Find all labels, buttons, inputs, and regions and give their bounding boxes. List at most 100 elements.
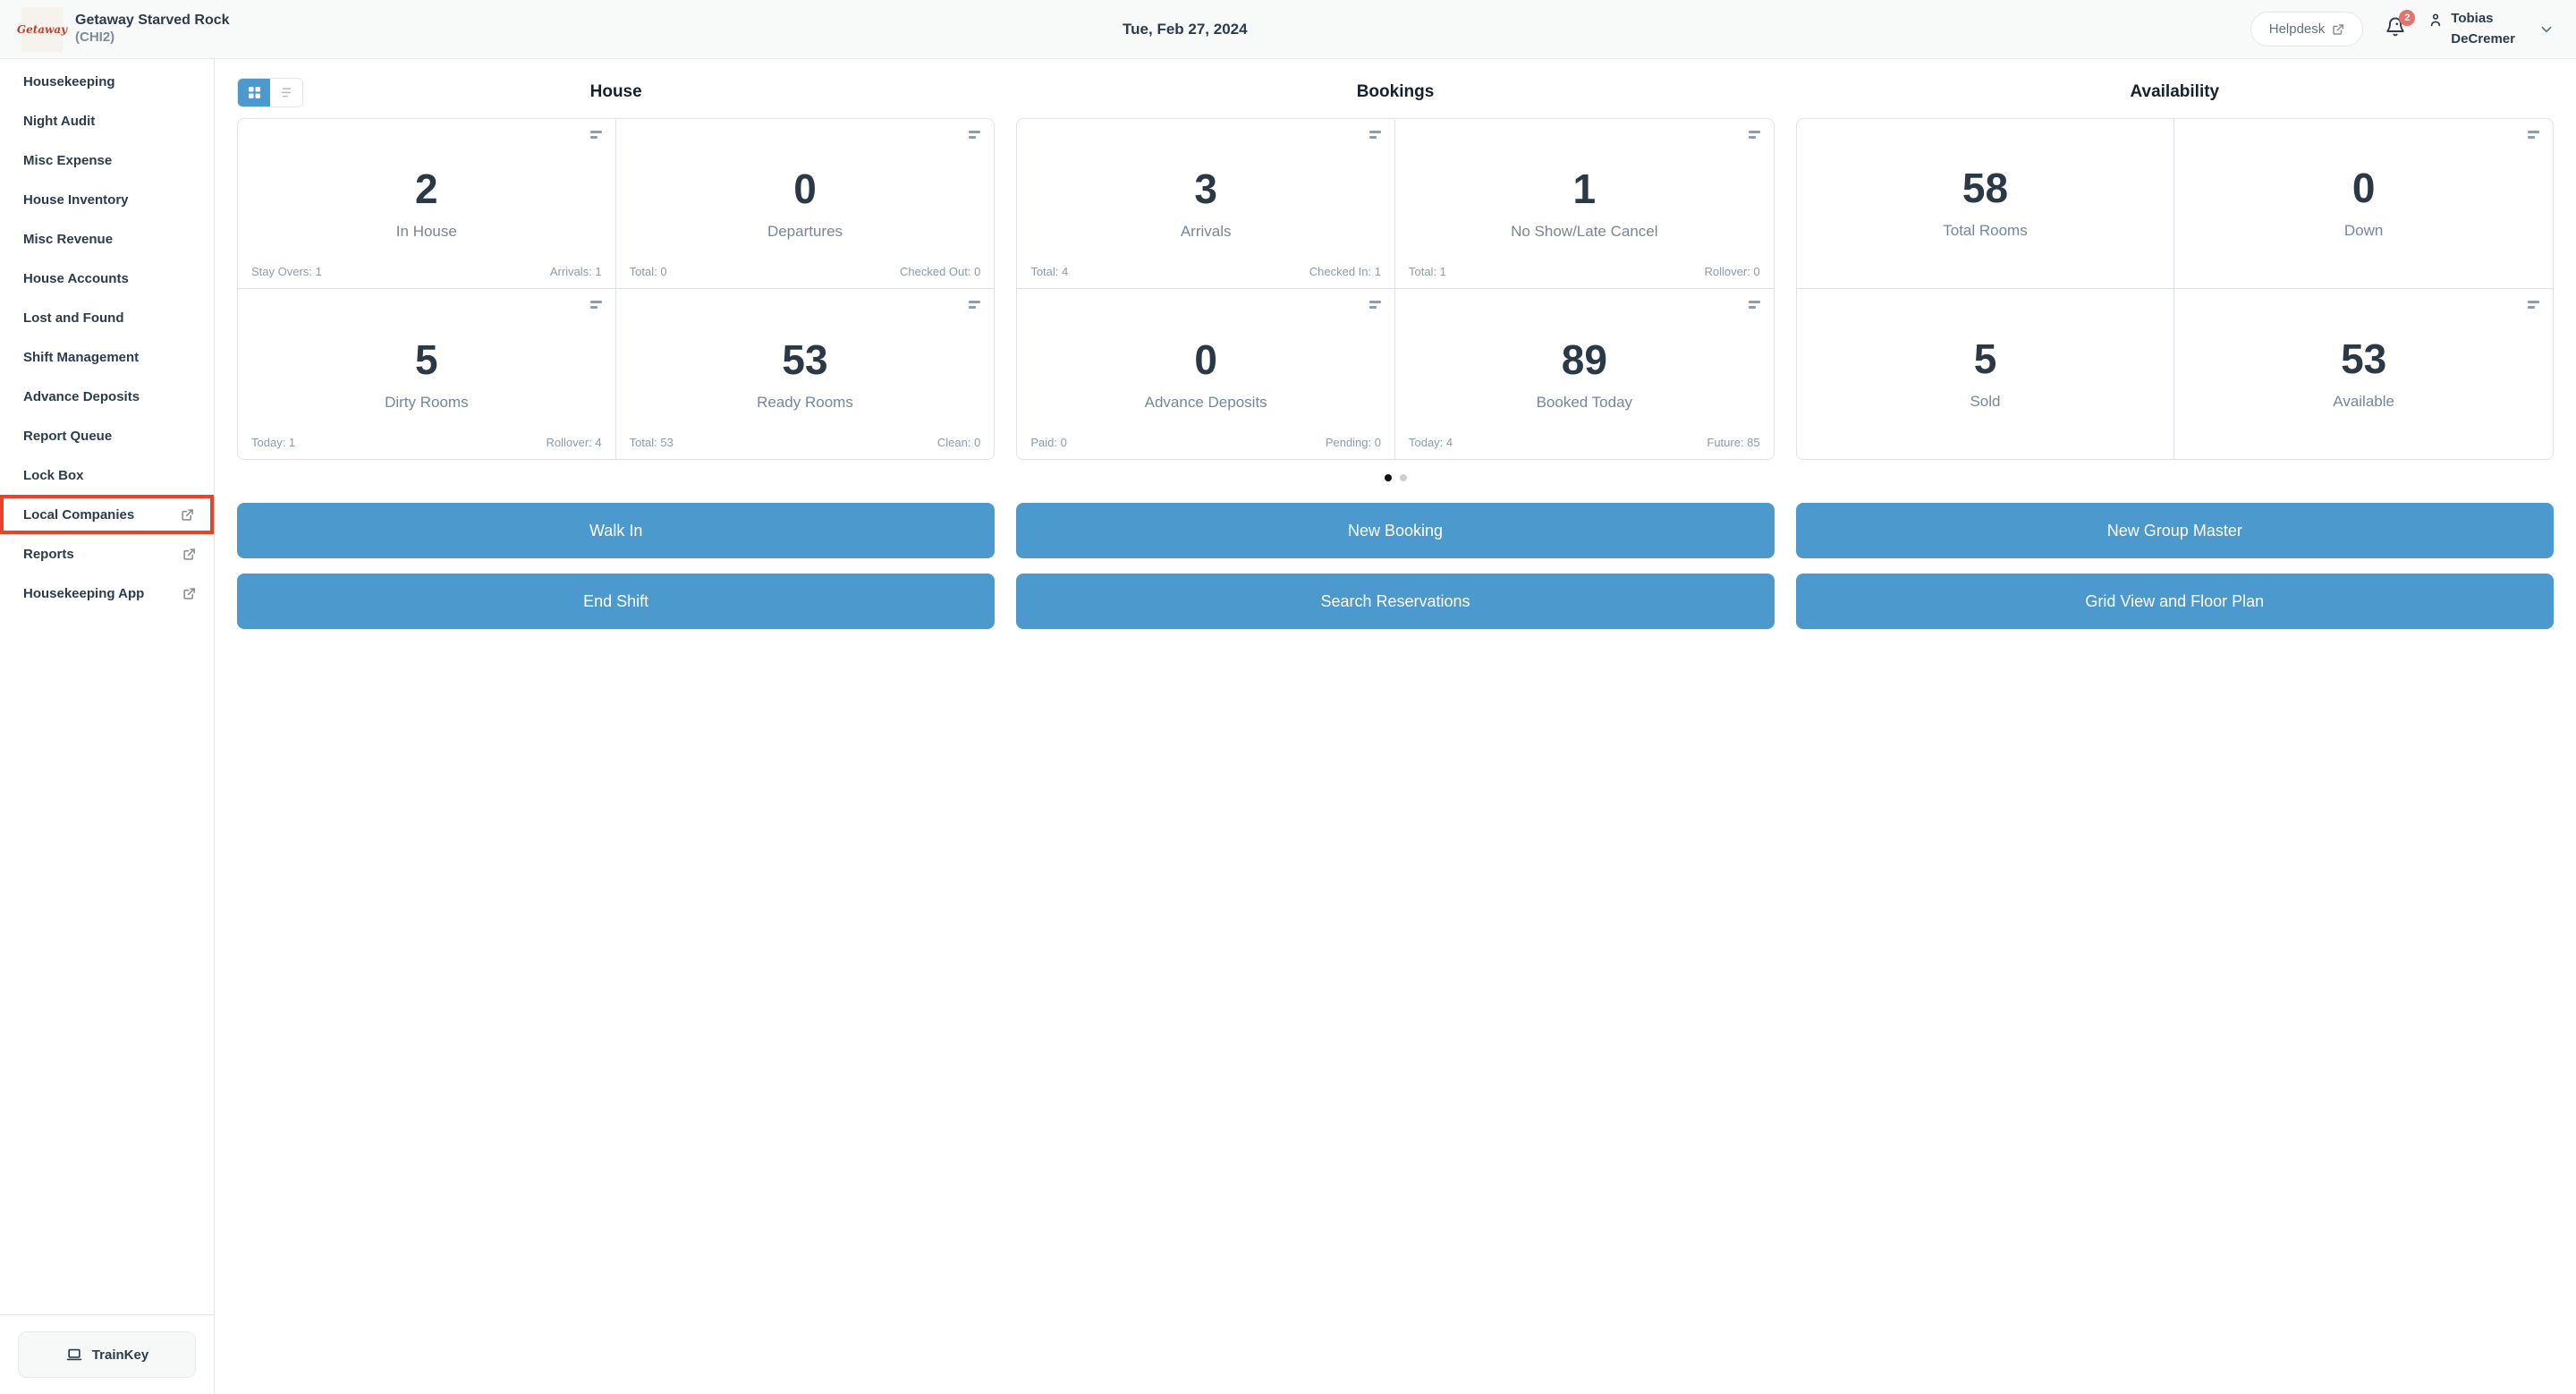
trainkey-button[interactable]: TrainKey xyxy=(18,1331,196,1378)
menu-bar xyxy=(2527,306,2535,309)
chevron-down-icon[interactable] xyxy=(2538,21,2555,38)
card-stats: Stay Overs: 1 Arrivals: 1 xyxy=(251,265,602,278)
sidebar-item-housekeeping[interactable]: Housekeeping xyxy=(0,62,214,101)
sidebar-item-house-accounts[interactable]: House Accounts xyxy=(0,259,214,298)
card-stats: Total: 0 Checked Out: 0 xyxy=(630,265,981,278)
card-value: 0 xyxy=(2351,165,2376,211)
card-label: Ready Rooms xyxy=(757,393,853,411)
card-value: 0 xyxy=(1194,336,1217,383)
stat-card-arrivals[interactable]: 3 Arrivals Total: 4 Checked In: 1 xyxy=(1017,119,1395,289)
card-menu-icon[interactable] xyxy=(1748,131,1760,139)
sidebar-item-night-audit[interactable]: Night Audit xyxy=(0,101,214,140)
menu-bar xyxy=(1748,136,1756,139)
notifications-button[interactable]: 2 xyxy=(2385,10,2416,42)
card-menu-icon[interactable] xyxy=(969,131,981,139)
sidebar-item-shift-management[interactable]: Shift Management xyxy=(0,337,214,377)
card-stat-right: Checked Out: 0 xyxy=(900,265,981,278)
grid-view-button[interactable] xyxy=(238,79,270,106)
sidebar-item-local-companies[interactable]: Local Companies xyxy=(0,495,214,534)
card-group-house: 2 In House Stay Overs: 1 Arrivals: 1 0 Depart… xyxy=(237,118,996,460)
stat-card-no-show-late-cancel[interactable]: 1 No Show/Late Cancel Total: 1 Rollover: 0 xyxy=(1394,119,1774,289)
stat-card-advance-deposits[interactable]: 0 Advance Deposits Paid: 0 Pending: 0 xyxy=(1017,289,1395,459)
stat-card-total-rooms[interactable]: 58 Total Rooms xyxy=(1796,119,2175,289)
stat-card-available[interactable]: 53 Available xyxy=(2174,289,2553,459)
menu-bar xyxy=(969,136,977,139)
stat-card-booked-today[interactable]: 89 Booked Today Today: 4 Future: 85 xyxy=(1395,289,1774,459)
card-menu-icon[interactable] xyxy=(1368,131,1381,139)
menu-bar xyxy=(969,131,981,133)
notification-badge: 2 xyxy=(2399,10,2416,26)
menu-bar xyxy=(1368,301,1381,303)
stat-card-departures[interactable]: 0 Departures Total: 0 Checked Out: 0 xyxy=(615,119,995,289)
card-label: Sold xyxy=(1970,392,2001,410)
card-value: 53 xyxy=(782,336,828,383)
card-value: 5 xyxy=(415,336,438,383)
card-menu-icon[interactable] xyxy=(2527,301,2539,309)
stat-card-in-house[interactable]: 2 In House Stay Overs: 1 Arrivals: 1 xyxy=(238,119,616,289)
card-group-availability: 58 Total Rooms 0 Down 5 Sold 53 Available xyxy=(1795,118,2554,460)
action-button-grid-view-and-floor-plan[interactable]: Grid View and Floor Plan xyxy=(1795,574,2554,629)
stat-card-dirty-rooms[interactable]: 5 Dirty Rooms Today: 1 Rollover: 4 xyxy=(238,289,616,459)
pagination-dot[interactable] xyxy=(1384,474,1392,481)
sidebar-item-lost-and-found[interactable]: Lost and Found xyxy=(0,298,214,337)
menu-bar xyxy=(1748,306,1756,309)
card-menu-icon[interactable] xyxy=(589,301,602,309)
helpdesk-button[interactable]: Helpdesk xyxy=(2250,12,2364,47)
external-link-icon xyxy=(2332,23,2344,36)
card-menu-icon[interactable] xyxy=(1748,301,1760,309)
action-button-new-group-master[interactable]: New Group Master xyxy=(1795,503,2554,558)
sidebar-item-reports[interactable]: Reports xyxy=(0,534,214,574)
card-stat-right: Checked In: 1 xyxy=(1309,265,1381,278)
menu-bar xyxy=(1368,131,1381,133)
card-label: Total Rooms xyxy=(1943,222,2028,239)
card-stat-right: Rollover: 0 xyxy=(1704,265,1760,278)
card-stat-right: Pending: 0 xyxy=(1325,436,1381,449)
bell-icon xyxy=(2385,16,2406,42)
card-stat-left: Total: 0 xyxy=(629,265,667,278)
header-right-controls: Helpdesk 2 Tobias DeCremer xyxy=(2250,9,2555,49)
card-stat-left: Total: 4 xyxy=(1030,265,1069,278)
app-header: Getaway Getaway Starved Rock (CHI2) Tue,… xyxy=(0,0,2576,59)
card-stat-right: Clean: 0 xyxy=(936,436,981,449)
sidebar-item-report-queue[interactable]: Report Queue xyxy=(0,416,214,455)
card-label: Arrivals xyxy=(1180,223,1232,240)
menu-bar xyxy=(1368,136,1377,139)
sidebar-item-misc-expense[interactable]: Misc Expense xyxy=(0,140,214,180)
action-button-end-shift[interactable]: End Shift xyxy=(237,574,996,629)
laptop-icon xyxy=(65,1346,83,1364)
user-menu[interactable]: Tobias DeCremer xyxy=(2428,9,2515,49)
sidebar-item-label: Misc Revenue xyxy=(23,231,114,247)
action-button-new-booking[interactable]: New Booking xyxy=(1016,503,1775,558)
stat-card-down[interactable]: 0 Down xyxy=(2174,119,2553,289)
sidebar-item-misc-revenue[interactable]: Misc Revenue xyxy=(0,219,214,259)
sidebar-item-house-inventory[interactable]: House Inventory xyxy=(0,180,214,219)
sidebar-item-advance-deposits[interactable]: Advance Deposits xyxy=(0,377,214,416)
card-stats: Total: 4 Checked In: 1 xyxy=(1030,265,1381,278)
sidebar-item-label: Reports xyxy=(23,546,74,562)
header-date: Tue, Feb 27, 2024 xyxy=(1123,20,1248,38)
action-button-walk-in[interactable]: Walk In xyxy=(237,503,996,558)
card-menu-icon[interactable] xyxy=(1368,301,1381,309)
sidebar-item-label: Misc Expense xyxy=(23,152,113,168)
list-icon xyxy=(279,85,294,100)
sidebar-item-lock-box[interactable]: Lock Box xyxy=(0,455,214,495)
stat-card-sold[interactable]: 5 Sold xyxy=(1797,289,2175,459)
menu-bar xyxy=(1368,306,1377,309)
card-menu-icon[interactable] xyxy=(969,301,981,309)
pagination-dot[interactable] xyxy=(1399,474,1407,481)
card-stats: Today: 1 Rollover: 4 xyxy=(251,436,602,449)
card-label: Dirty Rooms xyxy=(385,393,469,411)
action-button-search-reservations[interactable]: Search Reservations xyxy=(1016,574,1775,629)
list-view-button[interactable] xyxy=(270,79,302,106)
card-menu-icon[interactable] xyxy=(2527,131,2539,139)
sidebar-item-label: Lost and Found xyxy=(23,310,124,326)
card-stats: Total: 1 Rollover: 0 xyxy=(1409,265,1760,278)
getaway-logo: Getaway xyxy=(17,6,67,52)
card-value: 5 xyxy=(1973,335,1997,382)
card-menu-icon[interactable] xyxy=(589,131,602,139)
card-value: 3 xyxy=(1194,166,1217,212)
trainkey-label: TrainKey xyxy=(91,1347,149,1363)
stat-card-ready-rooms[interactable]: 53 Ready Rooms Total: 53 Clean: 0 xyxy=(616,289,995,459)
card-label: No Show/Late Cancel xyxy=(1511,223,1658,240)
sidebar-item-housekeeping-app[interactable]: Housekeeping App xyxy=(0,574,214,613)
